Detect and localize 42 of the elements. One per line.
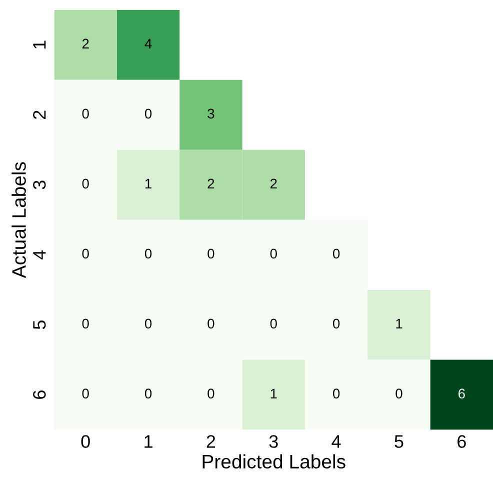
data-label: 2 [208,178,214,188]
data-label: 0 [332,388,340,399]
data-label: 3 [208,108,214,119]
y-tick-label: 3 [33,180,46,190]
y-axis-title: Actual Labels [12,162,26,278]
x-tick-label: 3 [269,435,278,448]
y-tick-label: 5 [33,320,46,330]
data-label: 0 [82,248,89,259]
data-label: 0 [82,388,89,399]
x-tick-label: 1 [144,435,152,448]
data-label: 0 [82,108,89,119]
x-tick-label: 6 [458,435,466,448]
y-tick-label: 4 [33,250,46,260]
data-label: 4 [144,38,152,48]
data-label: 0 [208,388,214,399]
data-label: 0 [144,248,152,259]
x-tick-label: 2 [206,435,216,448]
y-tick-label: 1 [33,40,46,49]
data-label: 0 [208,318,214,329]
data-label: 2 [82,38,89,48]
data-label: 0 [270,318,277,329]
data-label: 0 [396,388,402,399]
data-label: 0 [144,318,152,329]
data-label: 0 [144,108,152,119]
x-tick-label: 5 [394,435,404,448]
data-label: 0 [82,318,89,329]
x-tick-label: 4 [332,435,341,448]
data-label: 0 [332,318,340,329]
data-label: 1 [145,178,152,188]
data-label: 1 [396,318,402,328]
data-label: 6 [458,388,465,399]
data-label: 0 [82,178,89,189]
data-label: 0 [208,248,214,259]
data-label: 0 [144,388,152,399]
y-tick-label: 6 [33,390,46,399]
x-tick-label: 0 [81,435,90,448]
x-axis-title: Predicted Labels [202,454,346,469]
data-label: 2 [270,178,277,188]
data-label: 0 [270,248,277,259]
data-label: 1 [270,388,277,398]
y-tick-label: 2 [33,110,46,119]
data-label: 0 [332,248,340,259]
